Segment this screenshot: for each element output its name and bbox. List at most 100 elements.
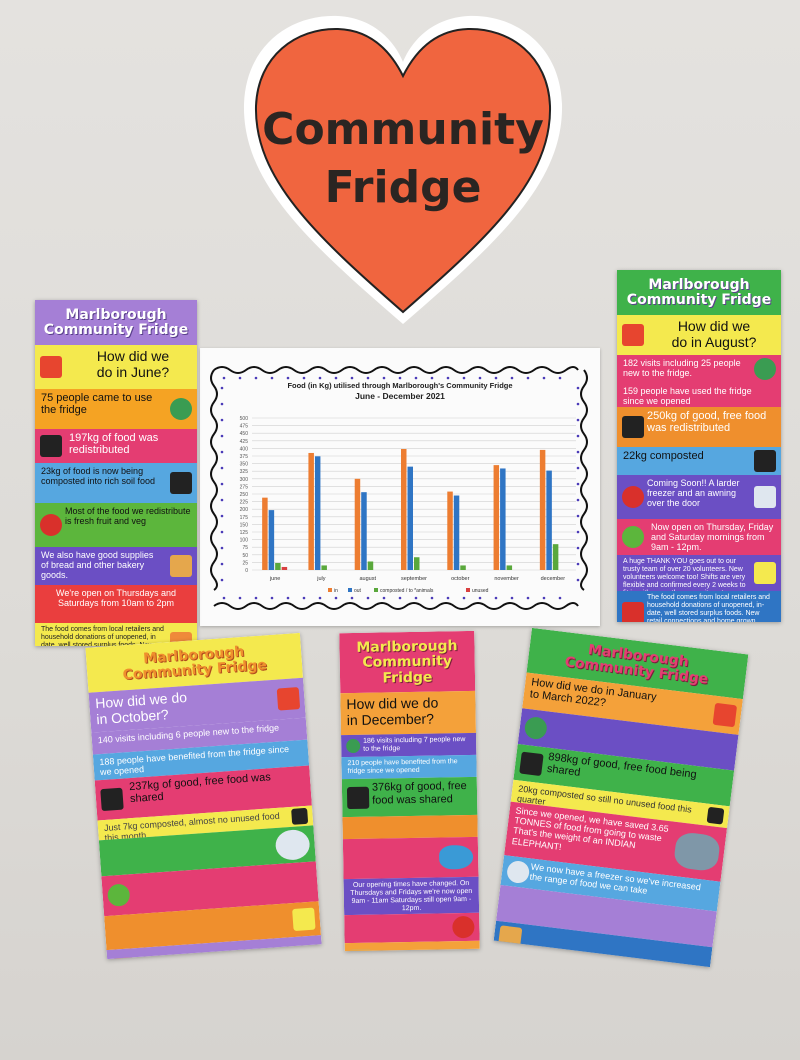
kg-weight-icon	[100, 787, 124, 811]
bar-in-september	[401, 449, 407, 570]
bar-composted---to--animals-november	[506, 565, 513, 570]
visits-text: 182 visits including 25 people new to th…	[623, 357, 741, 379]
august-footer-band: The food comes from local retailers and …	[617, 590, 781, 622]
bread-icon	[497, 925, 523, 950]
decor-dot	[542, 596, 546, 600]
decor-dot	[576, 530, 580, 534]
title-line1: Marlborough	[65, 307, 167, 323]
decor-dot	[558, 596, 562, 600]
heart-title-line1: Community	[262, 104, 544, 155]
decor-dot	[382, 596, 386, 600]
composted-text: 22kg composted	[623, 449, 704, 462]
august-visits-band: 182 visits including 25 people new to th…	[617, 354, 781, 383]
apple-icon	[452, 916, 475, 939]
december-people-band: 210 people have benefited from the fridg…	[341, 754, 477, 780]
decor-dot	[526, 596, 530, 600]
title-line2: Community Fridge	[43, 322, 189, 339]
chart-x-labels: june july august september october november de…	[269, 576, 565, 582]
december-footer-band	[344, 940, 480, 952]
y-tick-label: 375	[240, 454, 249, 460]
bar-composted---to--animals-june	[275, 563, 281, 570]
decor-dot	[576, 562, 580, 566]
bar-in-august	[354, 478, 361, 570]
poster-dot-pattern	[220, 376, 580, 600]
december-open-band: Our opening times have changed. On Thurs…	[343, 876, 480, 916]
kg-weight-icon	[622, 415, 644, 438]
snowflake-icon	[505, 859, 531, 885]
thanks-text: A huge THANK YOU goes out to our trusty …	[623, 557, 746, 591]
freezer-icon	[754, 485, 776, 508]
june-bookmark-title: Marlborough Community Fridge	[35, 300, 197, 345]
decor-dot	[350, 376, 354, 380]
chart-title: Food (in Kg) utilised through Marlboroug…	[287, 381, 512, 390]
bar-composted---to--animals-december	[552, 544, 559, 570]
decor-dot	[270, 596, 274, 600]
bar-in-october	[447, 491, 453, 570]
kg-weight-icon	[40, 434, 62, 457]
footer-text: The food comes from local retailers and …	[41, 625, 164, 646]
october-bookmark: Marlborough Community Fridge How did we …	[85, 632, 322, 960]
whale-icon	[438, 845, 474, 870]
june-people-band: 75 people came to use the fridge	[35, 388, 197, 429]
bar-composted---to--animals-october	[460, 565, 466, 570]
people-text: 75 people came to use the fridge	[41, 391, 153, 417]
y-tick-label: 0	[245, 568, 248, 574]
bar-in-december	[539, 449, 546, 570]
elephant-icon	[672, 830, 722, 872]
decor-dot	[576, 482, 580, 486]
redistributed-text: 197kg of food was redistributed	[69, 431, 159, 457]
legend-swatch	[348, 588, 352, 592]
poster-border-left	[210, 369, 218, 591]
august-composted-band: 22kg composted	[617, 446, 781, 475]
hand-heart-icon	[754, 561, 776, 584]
december-whale-band	[342, 836, 479, 880]
heart-title-line2: Fridge	[324, 162, 482, 213]
y-tick-label: 175	[240, 515, 249, 521]
y-tick-label: 75	[242, 545, 248, 551]
decor-dot	[430, 376, 434, 380]
title-line1: Marlborough	[648, 277, 750, 293]
decor-dot	[238, 376, 242, 380]
decor-dot	[222, 376, 226, 380]
decor-dot	[462, 376, 466, 380]
y-tick-label: 150	[240, 522, 249, 528]
decor-dot	[398, 596, 402, 600]
decor-dot	[576, 434, 580, 438]
people-icon	[170, 397, 192, 420]
legend-label: unused	[472, 588, 489, 594]
decor-dot	[222, 596, 226, 600]
august-bookmark-title: Marlborough Community Fridge	[617, 270, 781, 315]
vegetables-icon	[622, 601, 644, 622]
coming-soon-text: Coming Soon!! A larder freezer and an aw…	[647, 477, 740, 509]
august-coming-soon-band: Coming Soon!! A larder freezer and an aw…	[617, 474, 781, 519]
bar-in-july	[308, 452, 314, 570]
decor-dot	[576, 450, 580, 454]
x-tick-label: september	[401, 576, 427, 582]
decor-dot	[366, 376, 370, 380]
decor-dot	[366, 596, 370, 600]
decor-dot	[334, 596, 338, 600]
y-tick-label: 425	[240, 439, 249, 445]
decor-dot	[334, 376, 338, 380]
y-tick-label: 25	[242, 560, 248, 566]
june-open-band: We're open on Thursdays and Saturdays fr…	[35, 584, 197, 623]
decor-dot	[414, 376, 418, 380]
decor-dot	[318, 596, 322, 600]
decor-dot	[478, 596, 482, 600]
decor-dot	[220, 450, 224, 454]
poster-border-top	[213, 366, 579, 374]
people-used-text: 210 people have benefited from the fridg…	[347, 758, 458, 776]
bar-out-september	[407, 466, 413, 570]
y-tick-label: 300	[240, 477, 249, 483]
open-times-text: We're open on Thursdays and Saturdays fr…	[56, 587, 176, 609]
decor-dot	[220, 402, 224, 406]
decor-dot	[220, 418, 224, 422]
legend-swatch	[328, 588, 332, 592]
kg-weight-icon	[291, 807, 309, 825]
legend-label: out	[354, 588, 362, 594]
decor-dot	[494, 376, 498, 380]
bar-composted---to--animals-august	[367, 561, 374, 570]
vegetables-icon	[112, 957, 136, 960]
bar-out-november	[500, 468, 506, 570]
legend-swatch	[374, 588, 378, 592]
